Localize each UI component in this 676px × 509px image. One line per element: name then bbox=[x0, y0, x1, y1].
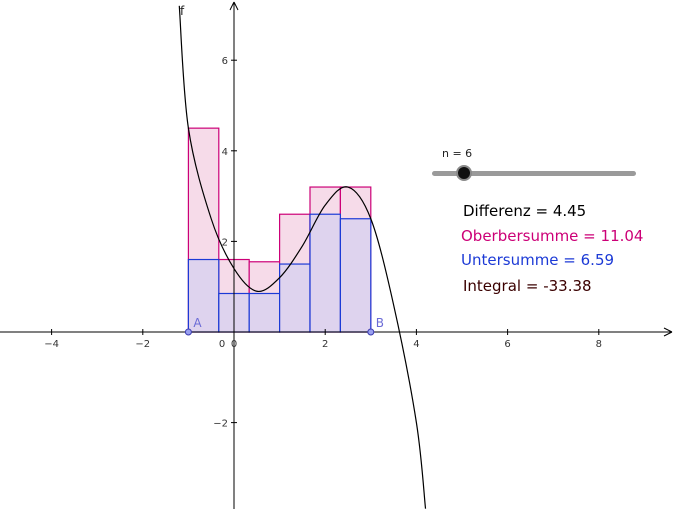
point-b bbox=[367, 328, 375, 336]
integral-text: Integral = -33.38 bbox=[463, 277, 592, 295]
y-tick-label: 6 bbox=[222, 56, 228, 67]
x-axis-arrow bbox=[663, 327, 673, 337]
x-tick-label: −2 bbox=[135, 339, 150, 350]
point-b-label: B bbox=[376, 316, 384, 330]
x-tick-label: 8 bbox=[596, 339, 602, 350]
lower-sum-rect bbox=[248, 292, 281, 333]
lower-sum-rect bbox=[309, 213, 341, 333]
y-tick-label: −2 bbox=[213, 419, 228, 430]
untersumme-text: Untersumme = 6.59 bbox=[461, 251, 615, 269]
point-a-label: A bbox=[193, 316, 202, 330]
function-label: f bbox=[180, 4, 185, 18]
x-tick-label: −4 bbox=[44, 339, 59, 350]
lower-sum-rect bbox=[279, 263, 311, 333]
origin-label: 0 bbox=[219, 339, 225, 350]
differenz-text: Differenz = 4.45 bbox=[463, 202, 587, 220]
y-axis-arrow bbox=[229, 1, 239, 11]
x-tick-label: 4 bbox=[413, 339, 419, 350]
point-a bbox=[184, 328, 192, 336]
function-graph[interactable]: f bbox=[178, 4, 427, 509]
x-tick-label: 6 bbox=[504, 339, 510, 350]
x-tick-label: 2 bbox=[322, 339, 328, 350]
lower-sum-rect bbox=[339, 218, 372, 333]
slider-n-track[interactable] bbox=[432, 171, 636, 176]
slider-n-label: n = 6 bbox=[442, 147, 473, 160]
y-tick-label: 2 bbox=[222, 237, 228, 248]
x-tick-label: 0 bbox=[231, 339, 237, 350]
function-curve bbox=[178, 5, 427, 509]
obersumme-text: Oberbersumme = 11.04 bbox=[461, 227, 644, 245]
y-tick-label: 4 bbox=[222, 147, 228, 158]
slider-n-knob[interactable] bbox=[455, 165, 472, 181]
